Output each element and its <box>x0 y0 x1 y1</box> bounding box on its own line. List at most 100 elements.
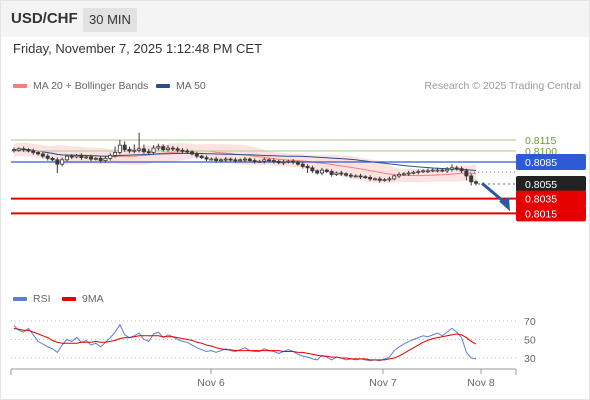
candle-body <box>21 148 26 151</box>
candle-body <box>445 168 450 172</box>
candle-body <box>199 155 204 158</box>
rsi-line <box>13 323 477 362</box>
candle-body <box>406 172 411 175</box>
candle-body <box>267 159 272 162</box>
candle-body <box>165 147 170 150</box>
timeframe-button[interactable]: 30 MIN <box>83 8 137 32</box>
candle-body <box>84 156 89 159</box>
candle-body <box>440 169 445 172</box>
level-tag-current <box>516 175 586 192</box>
candle-body <box>305 165 310 169</box>
candle-body <box>103 157 108 161</box>
candle-body <box>324 169 329 172</box>
candle-body <box>141 148 146 153</box>
candle-body <box>228 158 233 161</box>
candle-body <box>401 173 406 176</box>
candle-body <box>64 155 69 161</box>
candle-body <box>411 171 416 174</box>
candle-body <box>339 172 344 175</box>
candle-body <box>31 150 36 153</box>
candle-body <box>113 152 118 156</box>
candle-body <box>382 179 387 181</box>
candle-body <box>464 170 469 177</box>
legend-rsi-swatch <box>13 297 27 301</box>
candle-body <box>469 175 474 183</box>
candle-body <box>180 149 185 152</box>
legend-9ma-swatch <box>62 297 76 301</box>
candle-body <box>392 175 397 180</box>
candle-body <box>300 163 305 167</box>
legend-ma50-swatch <box>156 84 170 88</box>
rsi-ma-line <box>13 327 477 361</box>
candle-body <box>291 160 296 163</box>
candle-body <box>295 161 300 165</box>
bollinger-band <box>14 142 476 184</box>
candle-body <box>281 161 286 164</box>
candle-body <box>98 157 103 161</box>
level-tag-support <box>516 205 586 222</box>
candle-body <box>146 151 151 154</box>
legend-ma50-label: MA 50 <box>176 80 206 92</box>
legend-9ma-label: 9MA <box>82 293 104 305</box>
candle-body <box>329 171 334 175</box>
candle-body <box>372 178 377 181</box>
candle-body <box>151 147 156 153</box>
candle-body <box>89 156 94 160</box>
candle-body <box>454 167 459 170</box>
candle-body <box>459 168 464 172</box>
candle-body <box>36 152 41 155</box>
candle-body <box>45 155 50 159</box>
candle-body <box>435 169 440 172</box>
candle-body <box>40 153 45 157</box>
candle-body <box>238 159 243 162</box>
candle-body <box>421 170 426 173</box>
candle-body <box>132 149 137 152</box>
candle-body <box>353 175 358 178</box>
legend-ma50: MA 50 <box>156 80 206 92</box>
candle-body <box>334 172 339 175</box>
candle-body <box>348 174 353 177</box>
legend-ma20: MA 20 + Bollinger Bands <box>13 80 148 92</box>
candle-body <box>11 149 16 151</box>
x-tick-label: Nov 7 <box>369 377 397 389</box>
candle-body <box>194 153 199 157</box>
candle-body <box>315 170 320 174</box>
candle-body <box>93 157 98 160</box>
candle-body <box>218 159 223 162</box>
candle-body <box>363 176 368 179</box>
candle-body <box>74 155 79 158</box>
level-label-0.8035: 0.8035 <box>525 194 557 206</box>
candle-body <box>185 150 190 153</box>
candle-body <box>430 169 435 172</box>
candle-body <box>156 146 161 149</box>
candle-body <box>209 158 214 161</box>
candle-body <box>368 176 373 180</box>
legend-rsi: RSI <box>13 293 51 305</box>
legend-ma20-label: MA 20 + Bollinger Bands <box>33 80 149 92</box>
candle-body <box>473 181 478 184</box>
timestamp: Friday, November 7, 2025 1:12:48 PM CET <box>13 41 263 56</box>
x-tick-label: Nov 8 <box>467 377 495 389</box>
level-label-0.8015: 0.8015 <box>525 208 557 220</box>
candle-body <box>50 157 55 161</box>
rsi-tick-70: 70 <box>524 316 536 328</box>
credit-text: Research © 2025 Trading Central <box>424 80 581 92</box>
x-tick-label: Nov 6 <box>197 377 225 389</box>
candle-body <box>161 146 166 150</box>
top-bar: USD/CHF 30 MIN <box>1 1 589 37</box>
level-label-0.8055: 0.8055 <box>525 179 557 191</box>
candle-body <box>117 144 122 153</box>
level-label-0.8115: 0.8115 <box>525 135 556 147</box>
candle-body <box>55 159 60 165</box>
symbol-label: USD/CHF <box>11 10 78 27</box>
candle-body <box>358 175 363 178</box>
candle-body <box>262 159 267 162</box>
candle-body <box>387 178 392 181</box>
legend-9ma: 9MA <box>62 293 104 305</box>
candle-body <box>214 158 219 161</box>
candle-body <box>310 167 315 172</box>
candle-body <box>26 149 31 152</box>
candle-body <box>60 159 65 165</box>
candle-body <box>257 160 262 163</box>
candle-body <box>137 148 142 151</box>
